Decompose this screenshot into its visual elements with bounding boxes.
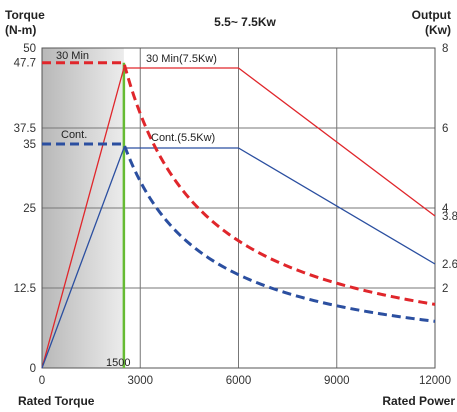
right-tick-label-4: 6 <box>442 123 448 135</box>
x-tick-label-3: 9000 <box>324 375 350 387</box>
right-tick-label-5: 8 <box>442 43 448 55</box>
chart-title: 5.5~ 7.5Kw <box>214 15 276 29</box>
left-tick-label-4: 37.5 <box>14 123 36 135</box>
right-tick-label-3: 4 <box>442 203 449 215</box>
x-tick-label-4: 12000 <box>419 375 451 387</box>
right-tick-label-1: 2.6 <box>442 259 457 271</box>
left-tick-label-5: 47.7 <box>14 58 36 70</box>
x-tick-label-2: 6000 <box>226 375 252 387</box>
plot-frame <box>41 47 436 369</box>
left-tick-label-1: 12.5 <box>14 283 36 295</box>
series-line-2 <box>41 67 436 369</box>
left-tick-label-6: 50 <box>23 43 36 55</box>
label-cont-5-5kw: Cont.(5.5Kw) <box>151 132 215 144</box>
label-30min-7-5kw: 30 Min(7.5Kw) <box>146 53 217 65</box>
right-axis-title-line1: Output <box>412 8 451 22</box>
marker-label: 1500 <box>106 357 130 369</box>
left-axis-title-line2: (N-m) <box>5 23 36 37</box>
right-tick-label-2: 3.8 <box>442 211 457 223</box>
left-tick-label-2: 25 <box>23 203 36 215</box>
left-tick-labels: 0 12.5 25 35 37.5 47.7 50 <box>14 43 36 375</box>
label-30min: 30 Min <box>56 50 89 62</box>
series-line-0 <box>42 61 436 306</box>
series-line-1 <box>42 142 436 323</box>
series-group <box>41 61 436 369</box>
x-label-rated-power: Rated Power <box>382 394 455 408</box>
right-tick-label-0: 2 <box>442 283 448 295</box>
x-tick-label-1: 3000 <box>127 375 153 387</box>
label-cont: Cont. <box>61 129 87 141</box>
series-line-3 <box>41 147 436 369</box>
right-axis-title-line2: (Kw) <box>425 23 451 37</box>
x-tick-label-0: 0 <box>39 375 45 387</box>
x-label-rated-torque: Rated Torque <box>18 394 95 408</box>
x-tick-labels: 0 3000 6000 9000 12000 <box>39 375 451 387</box>
left-tick-label-0: 0 <box>30 363 36 375</box>
left-tick-label-3: 35 <box>23 139 36 151</box>
right-tick-labels: 2 2.6 3.84 6 8 <box>442 43 457 295</box>
left-axis-title-line1: Torque <box>5 8 45 22</box>
